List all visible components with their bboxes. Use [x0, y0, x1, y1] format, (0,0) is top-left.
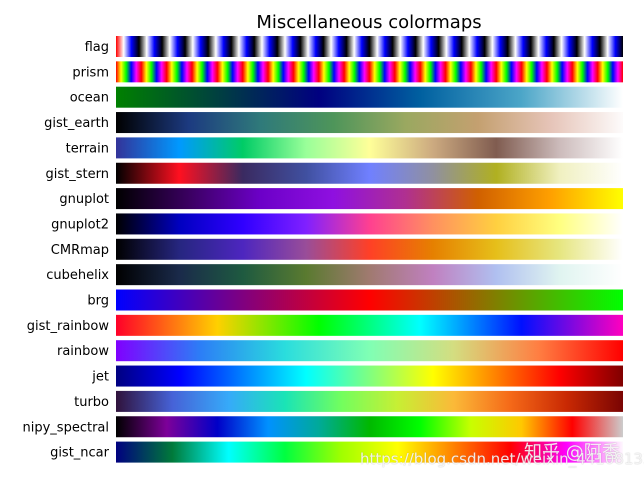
- colormap-label: flag: [85, 40, 109, 55]
- colormap-strip-terrain: [116, 137, 623, 159]
- colormap-strip-cubehelix: [116, 264, 623, 286]
- colormap-label: CMRmap: [51, 243, 109, 258]
- colormap-strip-gist_stern: [116, 162, 623, 184]
- colormap-label: ocean: [70, 91, 109, 106]
- colormap-label: prism: [72, 65, 109, 80]
- colormap-strip-flag: [116, 36, 623, 57]
- colormap-strip-brg: [116, 289, 623, 311]
- colormap-strip-CMRmap: [116, 238, 623, 260]
- colormap-label: gnuplot2: [51, 217, 109, 232]
- colormap-strip-gnuplot2: [116, 213, 623, 235]
- colormap-strip-rainbow: [116, 340, 623, 362]
- colormap-label: brg: [87, 294, 109, 309]
- colormap-label: nipy_spectral: [23, 420, 110, 435]
- colormap-label: rainbow: [57, 344, 109, 359]
- colormap-label: terrain: [66, 141, 109, 156]
- colormap-label: cubehelix: [46, 268, 109, 283]
- colormap-strip-turbo: [116, 390, 623, 412]
- watermark-logo: 知乎 @阿香: [524, 442, 620, 463]
- colormap-label: gnuplot: [59, 192, 109, 207]
- colormap-strip-gist_earth: [116, 112, 623, 134]
- colormap-strip-gist_rainbow: [116, 314, 623, 336]
- colormap-label: gist_ncar: [50, 446, 110, 461]
- colormap-label: gist_earth: [44, 116, 109, 131]
- colormap-strip-nipy_spectral: [116, 416, 623, 438]
- colormap-label: turbo: [74, 395, 109, 410]
- colormap-strip-jet: [116, 365, 623, 387]
- chart-title: Miscellaneous colormaps: [256, 12, 481, 33]
- colormap-strip-ocean: [116, 86, 623, 108]
- colormap-label: jet: [91, 370, 109, 385]
- colormap-strip-gist_ncar: [116, 441, 623, 463]
- colormap-strip-prism: [116, 61, 623, 83]
- colormap-label: gist_stern: [46, 167, 109, 182]
- colormap-strip-gnuplot: [116, 188, 623, 210]
- colormap-label: gist_rainbow: [27, 319, 110, 334]
- watermark-url: https://blog.csdn.net/weixin_44108133: [360, 450, 644, 468]
